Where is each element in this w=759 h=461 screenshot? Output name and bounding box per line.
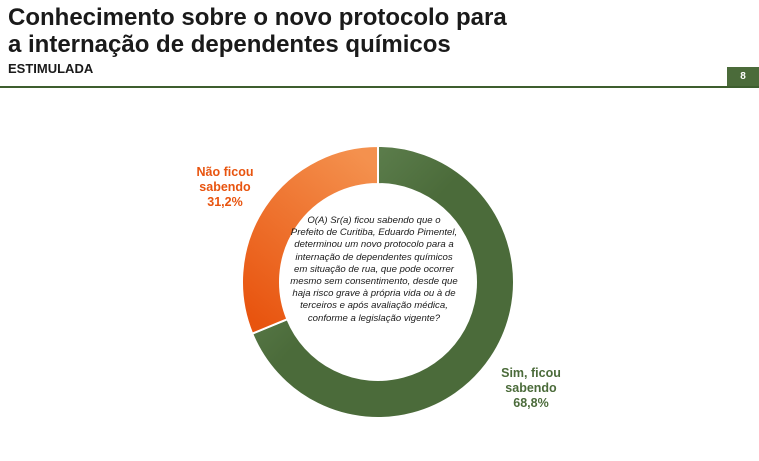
label-sim-ficou-sabendo: Sim, ficou sabendo 68,8% bbox=[476, 366, 586, 411]
label-nao-line-2: sabendo bbox=[199, 180, 251, 194]
title-line-2: a internação de dependentes químicos bbox=[8, 31, 451, 58]
page-number-badge: 8 bbox=[727, 67, 759, 86]
slice-sim-ficou-sabendo bbox=[250, 144, 515, 419]
label-nao-value: 31,2% bbox=[207, 195, 243, 209]
title-line-1: Conhecimento sobre o novo protocolo para bbox=[8, 4, 507, 31]
page-subtitle: ESTIMULADA bbox=[8, 61, 94, 76]
label-sim-value: 68,8% bbox=[513, 396, 549, 410]
label-sim-line-1: Sim, ficou bbox=[501, 366, 561, 380]
header-divider bbox=[0, 86, 759, 88]
label-nao-line-1: Não ficou bbox=[196, 165, 254, 179]
page-title: Conhecimento sobre o novo protocolo para… bbox=[8, 4, 507, 58]
survey-question: O(A) Sr(a) ficou sabendo que o Prefeito … bbox=[290, 215, 458, 324]
slice-nao-ficou-sabendo bbox=[241, 144, 379, 335]
label-sim-line-2: sabendo bbox=[505, 381, 557, 395]
label-nao-ficou-sabendo: Não ficou sabendo 31,2% bbox=[170, 165, 280, 210]
